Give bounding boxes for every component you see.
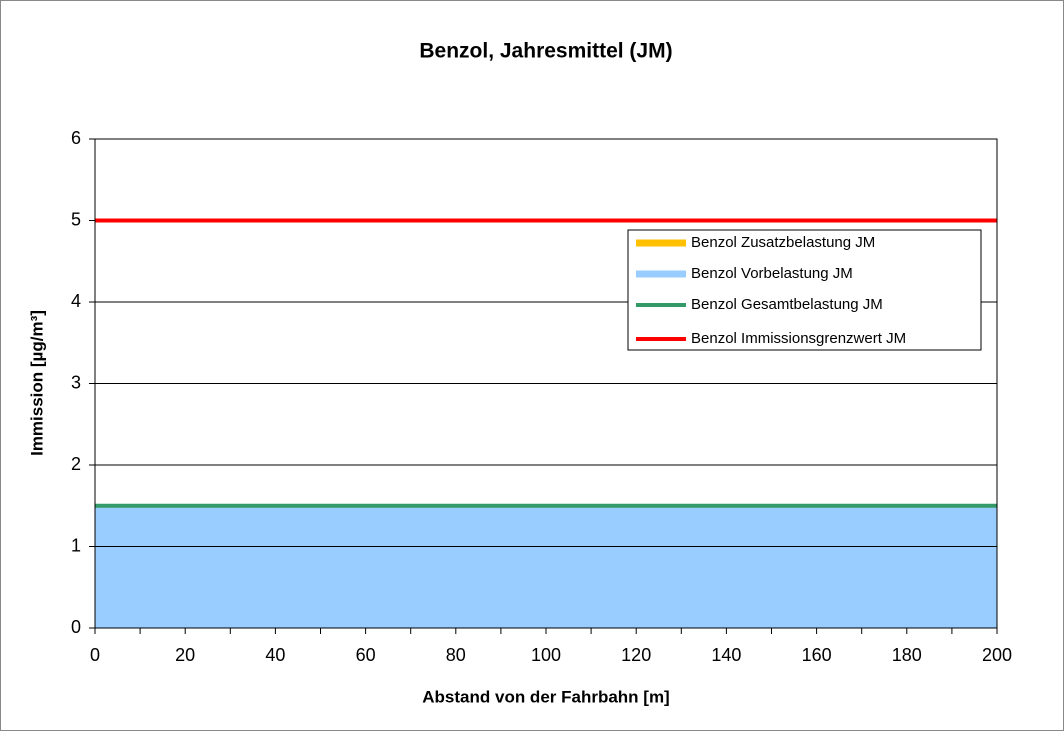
y-tick-label: 1	[71, 535, 81, 555]
x-tick-label: 180	[892, 645, 922, 665]
x-tick-label: 40	[265, 645, 285, 665]
area	[95, 505, 997, 628]
x-tick-label: 200	[982, 645, 1012, 665]
y-tick-label: 5	[71, 209, 81, 229]
chart-title: Benzol, Jahresmittel (JM)	[419, 40, 672, 63]
y-tick-label: 6	[71, 128, 81, 148]
legend-label: Benzol Zusatzbelastung JM	[691, 234, 875, 251]
legend-label: Benzol Vorbelastung JM	[691, 265, 853, 282]
legend-box	[627, 229, 982, 351]
x-tick-label: 80	[446, 645, 466, 665]
x-tick-label: 140	[711, 645, 741, 665]
legend-label: Benzol Gesamtbelastung JM	[691, 296, 883, 313]
x-tick-label: 160	[802, 645, 832, 665]
legend-label: Benzol Immissionsgrenzwert JM	[691, 330, 906, 347]
x-tick-label: 60	[356, 645, 376, 665]
y-tick-label: 4	[71, 291, 81, 311]
x-tick-label: 0	[90, 645, 100, 665]
x-tick-label: 20	[175, 645, 195, 665]
y-axis-label: Immission [µg/m³]	[27, 310, 46, 456]
y-tick-label: 2	[71, 454, 81, 474]
x-tick-label: 120	[621, 645, 651, 665]
plot-border	[94, 138, 998, 629]
y-tick-label: 0	[71, 617, 81, 637]
x-tick-label: 100	[531, 645, 561, 665]
x-axis-label: Abstand von der Fahrbahn [m]	[422, 687, 669, 706]
y-tick-label: 3	[71, 372, 81, 392]
